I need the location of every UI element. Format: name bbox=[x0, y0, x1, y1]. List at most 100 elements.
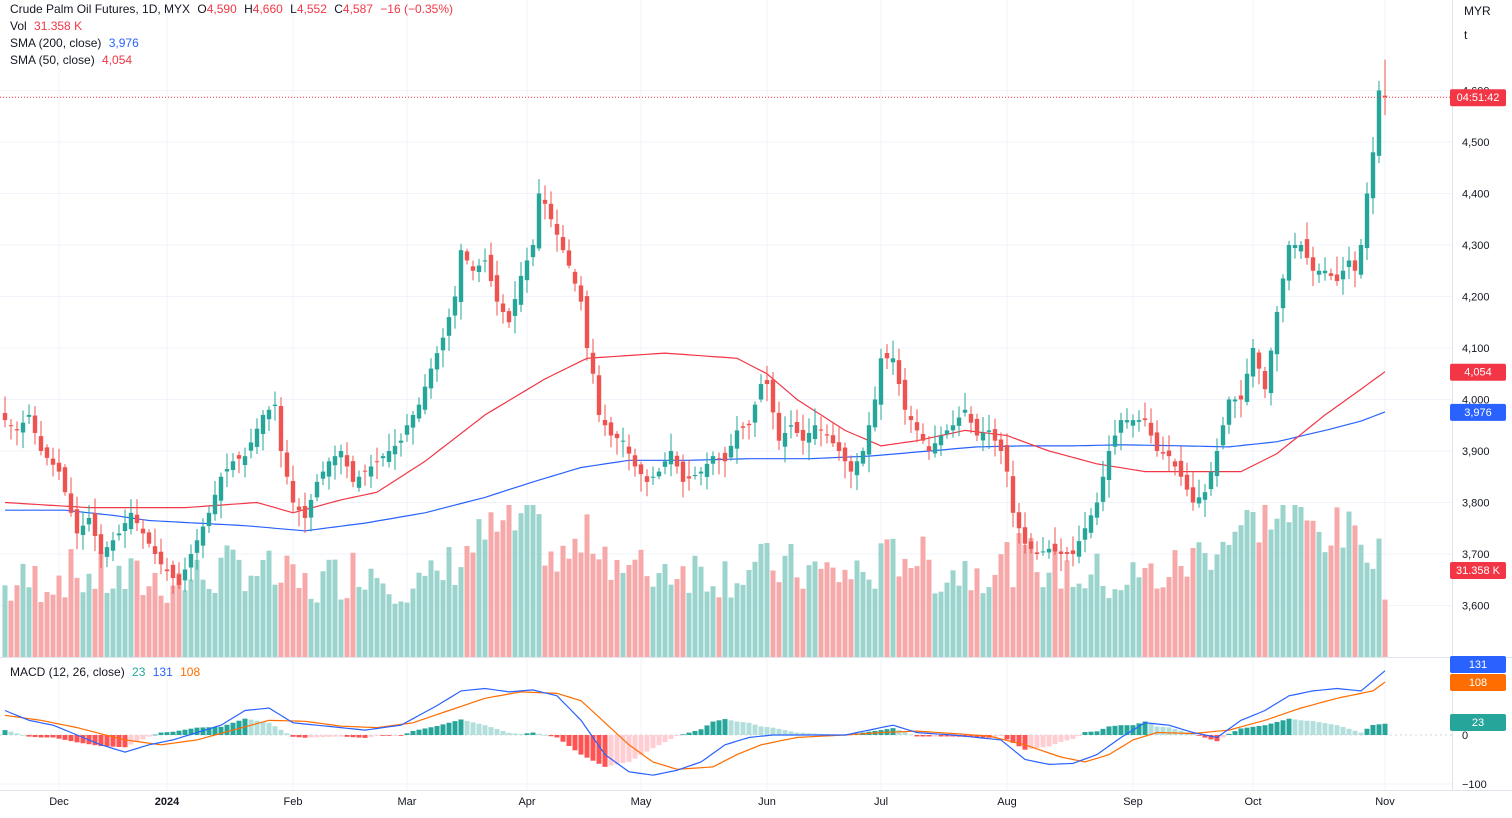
volume-bar bbox=[1142, 568, 1148, 657]
volume-bar bbox=[1202, 553, 1208, 657]
macd-hist-badge-bg bbox=[1450, 714, 1506, 731]
macd-histogram-bar bbox=[572, 735, 578, 751]
volume-bar bbox=[644, 576, 650, 657]
macd-histogram-bar bbox=[1160, 726, 1166, 735]
macd-histogram-bar bbox=[476, 723, 482, 735]
volume-bar bbox=[1286, 522, 1292, 657]
macd-histogram-bar bbox=[1100, 728, 1106, 735]
macd-histogram-bar bbox=[1316, 722, 1322, 735]
macd-label: MACD (12, 26, close) bbox=[10, 665, 125, 679]
macd-histogram-bar bbox=[164, 732, 170, 735]
macd-histogram-bar bbox=[398, 735, 404, 736]
macd-histogram-bar bbox=[920, 735, 926, 737]
macd-histogram-bar bbox=[278, 729, 284, 735]
volume-bar bbox=[824, 562, 830, 657]
macd-histogram-bar bbox=[314, 735, 320, 738]
volume-bar bbox=[608, 579, 614, 657]
volume-bar bbox=[878, 543, 884, 657]
macd-histogram-bar bbox=[548, 735, 554, 737]
low-value: 4,552 bbox=[296, 2, 327, 16]
volume-bar bbox=[794, 577, 800, 657]
macd-histogram-bar bbox=[446, 722, 452, 735]
volume-bar bbox=[962, 561, 968, 657]
macd-histogram-bar bbox=[968, 735, 974, 738]
candle-body bbox=[26, 414, 32, 417]
candle-body bbox=[656, 471, 662, 477]
price-tick-label: 3,700 bbox=[1462, 549, 1490, 561]
open-label: O bbox=[197, 2, 207, 16]
macd-histogram-bar bbox=[1352, 730, 1358, 735]
volume-bar bbox=[812, 561, 818, 657]
candle-body bbox=[452, 296, 458, 316]
macd-histogram-bar bbox=[512, 733, 518, 735]
candle-body bbox=[896, 360, 902, 385]
candle-body bbox=[1184, 474, 1190, 490]
volume-bar bbox=[1172, 550, 1178, 657]
macd-histogram-bar bbox=[1340, 727, 1346, 735]
candle-body bbox=[848, 461, 854, 472]
volume-bar bbox=[368, 568, 374, 657]
macd-histogram-bar bbox=[1202, 735, 1208, 738]
macd-histogram-bar bbox=[1304, 720, 1310, 735]
candle-body bbox=[104, 547, 110, 557]
macd-histogram-bar bbox=[374, 735, 380, 736]
currency-button[interactable]: MYR bbox=[1464, 4, 1491, 18]
candle-body bbox=[434, 353, 440, 370]
macd-histogram-bar bbox=[980, 735, 986, 738]
volume-bar bbox=[806, 565, 812, 657]
volume-bar bbox=[116, 565, 122, 657]
macd-histogram-bar bbox=[1286, 718, 1292, 735]
volume-bar bbox=[920, 536, 926, 657]
volume-bar bbox=[530, 505, 536, 657]
candle-body bbox=[74, 509, 80, 534]
candle-body bbox=[938, 435, 944, 446]
volume-bar bbox=[1190, 547, 1196, 657]
candle-body bbox=[1202, 492, 1208, 500]
price-tick-label: 4,100 bbox=[1462, 343, 1490, 355]
macd-histogram-bar bbox=[326, 735, 332, 737]
candle-body bbox=[836, 442, 842, 451]
volume-bar bbox=[1088, 574, 1094, 657]
candle-body bbox=[1280, 278, 1286, 309]
volume-bar bbox=[410, 588, 416, 657]
macd-histogram-bar bbox=[590, 735, 596, 761]
candle-body bbox=[1130, 420, 1136, 426]
volume-bar bbox=[1010, 587, 1016, 657]
volume-bar bbox=[452, 584, 458, 657]
macd-histogram-bar bbox=[524, 733, 530, 735]
candle-body bbox=[992, 429, 998, 441]
volume-bar bbox=[1148, 563, 1154, 657]
volume-bar bbox=[1382, 599, 1388, 657]
macd-histogram-bar bbox=[1364, 728, 1370, 735]
scale-mode-button[interactable]: t bbox=[1464, 28, 1468, 42]
candle-body bbox=[1160, 452, 1166, 454]
candle-body bbox=[632, 455, 638, 467]
candle-body bbox=[8, 425, 14, 427]
candle-body bbox=[14, 429, 20, 431]
volume-bar bbox=[1316, 531, 1322, 657]
volume-bar bbox=[1016, 533, 1022, 657]
candle-body bbox=[380, 456, 386, 459]
volume-bar bbox=[230, 549, 236, 657]
ohlc-legend: Crude Palm Oil Futures, 1D, MYX O4,590 H… bbox=[10, 1, 457, 17]
macd-histogram-bar bbox=[578, 735, 584, 755]
volume-bar bbox=[698, 566, 704, 657]
candle-body bbox=[1286, 245, 1292, 281]
macd-histogram-bar bbox=[992, 735, 998, 737]
candle-body bbox=[374, 461, 380, 463]
macd-histogram-bar bbox=[938, 735, 944, 737]
volume-bar bbox=[740, 584, 746, 657]
macd-histogram-bar bbox=[626, 735, 632, 762]
macd-histogram-bar bbox=[950, 735, 956, 737]
macd-histogram-bar bbox=[1004, 735, 1010, 740]
macd-histogram-bar bbox=[1034, 735, 1040, 749]
macd-histogram-bar bbox=[782, 730, 788, 735]
candle-body bbox=[1274, 311, 1280, 355]
candle-body bbox=[674, 455, 680, 467]
candle-body bbox=[1148, 422, 1154, 436]
macd-histogram-bar bbox=[254, 720, 260, 735]
volume-bar bbox=[158, 595, 164, 657]
volume-bar bbox=[254, 576, 260, 657]
candle-body bbox=[968, 413, 974, 423]
